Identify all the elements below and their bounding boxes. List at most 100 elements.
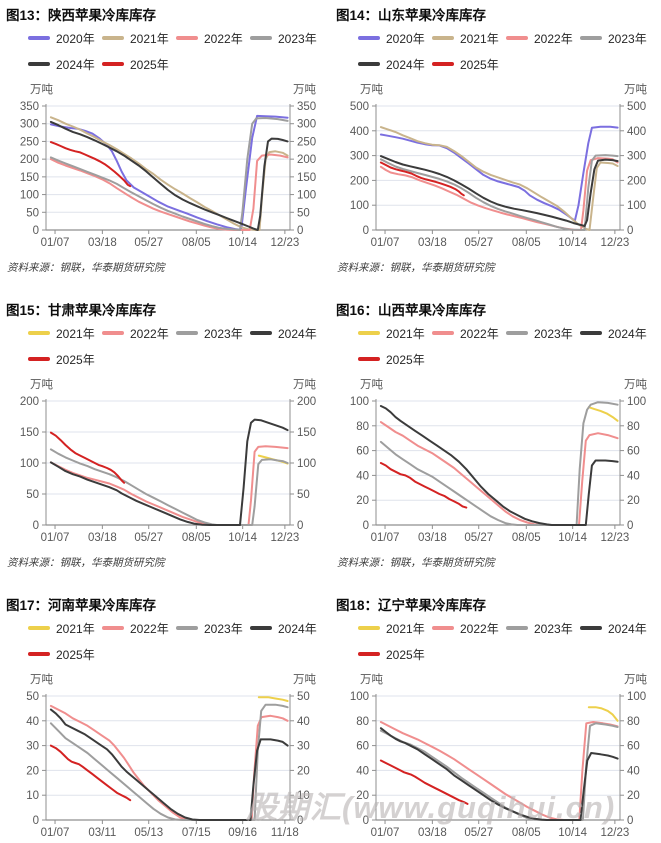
legend-swatch (28, 331, 50, 335)
legend-row-2: 2025年 (6, 346, 326, 372)
legend-label: 2022年 (534, 31, 573, 46)
series-line-2025 (379, 759, 469, 805)
legend-item-2022: 2022年 (506, 30, 580, 47)
series-line-2023 (379, 722, 619, 821)
y-tick-label-left: 300 (20, 119, 39, 131)
y-tick-label-right: 100 (627, 691, 646, 703)
line-chart: 0 0 50 50 100 100 150 150 200 200 01/07 03/18 05/27 0… (20, 396, 316, 544)
chart-panel-18: 图18：辽宁苹果冷库库存 2021年 2022年 2023年 2024年 2025年 万吨万… (330, 590, 661, 843)
legend-swatch (506, 626, 528, 630)
legend-item-2024: 2024年 (250, 620, 324, 637)
y-tick-label-left: 10 (26, 790, 39, 802)
y-tick-label-left: 20 (26, 765, 39, 777)
legend-item-2025: 2025年 (432, 56, 506, 73)
y-tick-label-left: 100 (20, 458, 39, 470)
legend-swatch (28, 62, 50, 66)
x-tick-label: 05/27 (464, 237, 493, 249)
y-tick-label-left: 20 (356, 495, 369, 507)
series-line-2021 (257, 696, 289, 702)
legend-item-2022: 2022年 (432, 620, 506, 637)
series-line-2022 (49, 153, 289, 231)
legend-item-2023: 2023年 (176, 325, 250, 342)
series-line-2021 (587, 406, 619, 422)
legend-row-1: 2021年 2022年 2023年 2024年 (336, 615, 657, 641)
series-line-2025 (379, 462, 468, 509)
y-tick-label-left: 0 (363, 520, 369, 532)
legend-swatch (28, 357, 50, 361)
legend-label: 2025年 (130, 57, 169, 72)
y-tick-label-left: 150 (20, 172, 39, 184)
legend-item-2020: 2020年 (358, 30, 432, 47)
legend-row-1: 2021年 2022年 2023年 2024年 (6, 320, 326, 346)
unit-label-left: 万吨 (30, 84, 53, 96)
legend-row-1: 2020年 2021年 2022年 2023年 (336, 25, 657, 51)
legend-label: 2024年 (608, 621, 647, 636)
figure-name: 甘肃苹果冷库库存 (48, 303, 157, 318)
legend-swatch (358, 62, 380, 66)
x-tick-label: 03/18 (88, 237, 117, 249)
x-tick-label: 03/11 (88, 827, 116, 839)
y-tick-label-right: 80 (627, 716, 640, 728)
y-tick-label-right: 20 (627, 495, 640, 507)
y-tick-label-right: 0 (627, 520, 633, 532)
series-line-2022 (49, 445, 289, 526)
legend-swatch (358, 357, 380, 361)
legend-item-2021: 2021年 (28, 620, 102, 637)
y-tick-label-left: 400 (350, 126, 369, 138)
legend-item-2023: 2023年 (580, 30, 654, 47)
series-line-2025 (49, 141, 132, 188)
legend-item-2022: 2022年 (432, 325, 506, 342)
unit-row: 万吨 万吨 (336, 667, 657, 687)
y-tick-label-right: 0 (297, 815, 303, 827)
legend-row-2: 2024年 2025年 (336, 51, 657, 77)
legend-label: 2024年 (608, 326, 647, 341)
x-tick-label: 12/23 (600, 532, 629, 544)
y-tick-label-left: 50 (26, 207, 39, 219)
legend-item-2021: 2021年 (358, 325, 432, 342)
y-tick-label-right: 200 (627, 175, 646, 187)
unit-label-left: 万吨 (30, 379, 53, 391)
x-tick-label: 05/27 (134, 237, 163, 249)
legend-item-2025: 2025年 (358, 351, 432, 368)
figure-number: 图18： (336, 598, 379, 613)
y-tick-label-left: 60 (356, 446, 369, 458)
y-tick-label-right: 100 (297, 190, 316, 202)
chart-panel-15: 图15：甘肃苹果冷库库存 2021年 2022年 2023年 2024年 2025年 万吨万… (0, 295, 330, 590)
unit-label-left: 万吨 (360, 379, 383, 391)
legend-item-2023: 2023年 (250, 30, 324, 47)
x-tick-label: 01/07 (371, 237, 400, 249)
legend-swatch (506, 331, 528, 335)
series-line-2023 (49, 117, 289, 231)
legend-label: 2025年 (56, 647, 95, 662)
legend-swatch (358, 626, 380, 630)
legend-swatch (432, 626, 454, 630)
legend-swatch (28, 36, 50, 40)
x-tick-label: 01/07 (41, 532, 70, 544)
legend-swatch (102, 626, 124, 630)
x-tick-label: 03/18 (418, 237, 447, 249)
legend-swatch (250, 626, 272, 630)
legend-swatch (102, 62, 124, 66)
y-tick-label-left: 40 (26, 716, 39, 728)
x-tick-label: 08/05 (182, 532, 211, 544)
unit-row: 万吨 万吨 (336, 77, 657, 97)
y-tick-label-left: 40 (356, 470, 369, 482)
legend-item-2022: 2022年 (102, 325, 176, 342)
series-line-2020 (379, 125, 619, 222)
figure-number: 图17： (6, 598, 49, 613)
y-tick-label-right: 350 (297, 101, 316, 113)
legend-item-2022: 2022年 (176, 30, 250, 47)
y-tick-label-right: 50 (297, 207, 310, 219)
y-tick-label-left: 300 (350, 151, 369, 163)
legend-label: 2025年 (386, 647, 425, 662)
unit-label-right: 万吨 (624, 379, 647, 391)
y-tick-label-right: 150 (297, 427, 316, 439)
x-tick-label: 05/27 (464, 827, 493, 839)
legend-item-2020: 2020年 (28, 30, 102, 47)
unit-row: 万吨 万吨 (6, 372, 326, 392)
legend-item-2025: 2025年 (28, 646, 102, 663)
y-tick-label-left: 50 (26, 691, 39, 703)
series-line-2024 (49, 120, 289, 231)
series-line-2023 (49, 703, 289, 821)
legend-label: 2024年 (56, 57, 95, 72)
